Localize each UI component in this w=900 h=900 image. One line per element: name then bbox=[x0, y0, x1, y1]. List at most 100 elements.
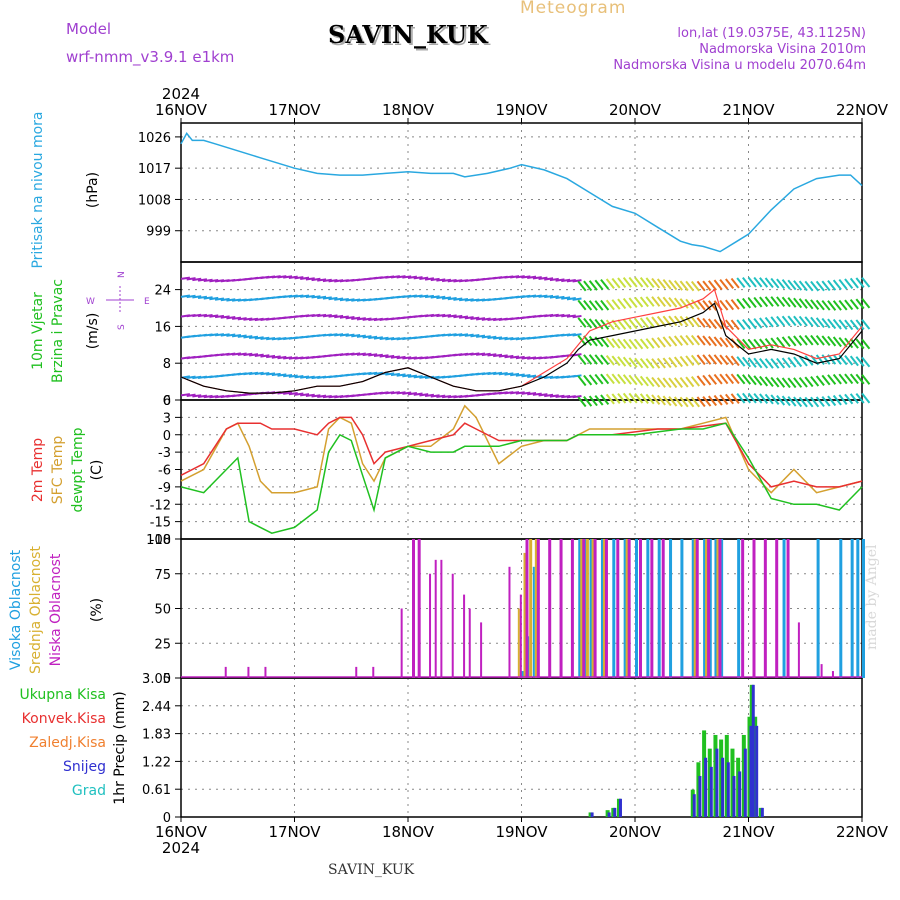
wind-barb bbox=[730, 355, 740, 367]
y-tick-label: 25 bbox=[154, 637, 171, 652]
wind-barb bbox=[498, 354, 508, 358]
wind-barb bbox=[402, 391, 412, 395]
low-cloud-bar bbox=[525, 539, 529, 678]
y-tick-label: 0 bbox=[163, 394, 171, 409]
wind-barb bbox=[515, 275, 525, 279]
cloud-ylabel-2: Srednja Oblacnost bbox=[28, 546, 44, 674]
high-cloud-bar bbox=[703, 539, 707, 678]
wind-barb bbox=[458, 333, 469, 337]
wind-barb bbox=[617, 356, 627, 367]
wind-barb bbox=[861, 374, 871, 385]
temp-ylabel-1: 2m Temp bbox=[30, 438, 46, 502]
wind-barb bbox=[730, 299, 740, 310]
wind-barb bbox=[793, 297, 803, 309]
panel-frame-temperature bbox=[180, 399, 863, 540]
wind-barb bbox=[622, 356, 632, 368]
wind-barb bbox=[707, 374, 718, 385]
wind-barb bbox=[538, 294, 548, 298]
wind-barb bbox=[821, 300, 831, 311]
wind-barb bbox=[532, 392, 542, 396]
y-tick-label: 0 bbox=[163, 429, 171, 444]
wind-barb bbox=[368, 353, 378, 357]
high-cloud-bar bbox=[782, 539, 786, 678]
wind-barb bbox=[611, 393, 621, 404]
x-tick-label-top: 21NOV bbox=[722, 101, 775, 119]
wind-barb bbox=[577, 299, 587, 311]
wind-barb bbox=[764, 316, 774, 328]
wind-barb bbox=[277, 373, 287, 377]
wind-barb bbox=[356, 334, 366, 338]
wind-barb bbox=[294, 375, 304, 379]
wind-barb bbox=[725, 319, 735, 331]
wind-barb bbox=[821, 335, 831, 347]
wind-barb bbox=[345, 333, 355, 337]
wind-barb bbox=[362, 352, 372, 357]
credit-label: made by Angel bbox=[864, 544, 880, 651]
wind-barb bbox=[770, 394, 780, 405]
wind-barb bbox=[243, 335, 253, 339]
y-tick-label: -9 bbox=[158, 481, 171, 496]
wind-barb bbox=[521, 356, 531, 360]
wind-barb bbox=[639, 357, 649, 369]
wind-barb bbox=[673, 315, 683, 327]
wind-barb bbox=[725, 393, 735, 405]
wind-barb bbox=[237, 334, 247, 338]
high-cloud-bar bbox=[669, 539, 673, 678]
wind-barb bbox=[283, 373, 293, 378]
low-cloud-bar bbox=[536, 539, 540, 678]
wind-barb bbox=[305, 277, 315, 281]
wind-barb bbox=[804, 334, 814, 346]
wind-barb bbox=[555, 278, 565, 282]
wind-barb bbox=[605, 393, 615, 405]
cloud-ylabel-1: Visoka Oblacnost bbox=[8, 549, 24, 670]
y-tick-label: 2.44 bbox=[142, 700, 171, 715]
wind-barb bbox=[634, 276, 644, 288]
wind-barb bbox=[827, 318, 837, 330]
wind-barb bbox=[707, 335, 718, 347]
wind-barb bbox=[588, 335, 598, 347]
wind-barb bbox=[617, 277, 627, 289]
wind-barb bbox=[311, 295, 321, 299]
wind-barb bbox=[656, 315, 666, 327]
wind-barb bbox=[849, 355, 859, 367]
wind-barb bbox=[220, 333, 230, 337]
wind-barb bbox=[305, 393, 315, 398]
wind-barb bbox=[844, 278, 854, 289]
high-cloud-bar bbox=[839, 539, 843, 678]
wind-barb bbox=[254, 336, 264, 340]
wind-barb bbox=[628, 318, 638, 330]
wind-barb bbox=[577, 317, 587, 328]
wind-barb bbox=[311, 394, 321, 398]
wind-barb bbox=[605, 278, 615, 290]
wind-barb bbox=[283, 275, 293, 279]
wind-barb bbox=[821, 317, 831, 329]
wind-barb bbox=[838, 337, 848, 348]
wind-barb bbox=[419, 276, 429, 280]
wind-barb bbox=[764, 393, 774, 405]
wind-barb bbox=[793, 377, 803, 388]
high-cloud-bar bbox=[612, 539, 616, 678]
wind-barb bbox=[549, 277, 559, 282]
wind-barb bbox=[600, 373, 610, 385]
wind-barb bbox=[821, 374, 831, 386]
year-label-bottom: 2024 bbox=[162, 839, 200, 857]
wind-barb bbox=[753, 276, 763, 288]
wind-barb bbox=[214, 314, 225, 319]
snow-bar bbox=[755, 725, 759, 817]
wind-barb bbox=[861, 392, 871, 404]
wind-barb bbox=[736, 338, 746, 350]
wind-barb bbox=[759, 393, 769, 404]
wind-barb bbox=[759, 375, 769, 387]
wind-barb bbox=[770, 316, 780, 327]
high-cloud-bar bbox=[714, 539, 718, 678]
wind-barb bbox=[561, 296, 571, 300]
wind-barb bbox=[594, 394, 604, 406]
wind-barb bbox=[832, 279, 842, 291]
wind-barb bbox=[605, 299, 615, 311]
wind-barb bbox=[861, 338, 871, 350]
wind-barb bbox=[855, 319, 865, 330]
wind-barb bbox=[572, 279, 582, 283]
wind-barb bbox=[487, 353, 497, 357]
wind-barb bbox=[832, 373, 842, 385]
wind-barb bbox=[300, 276, 310, 280]
